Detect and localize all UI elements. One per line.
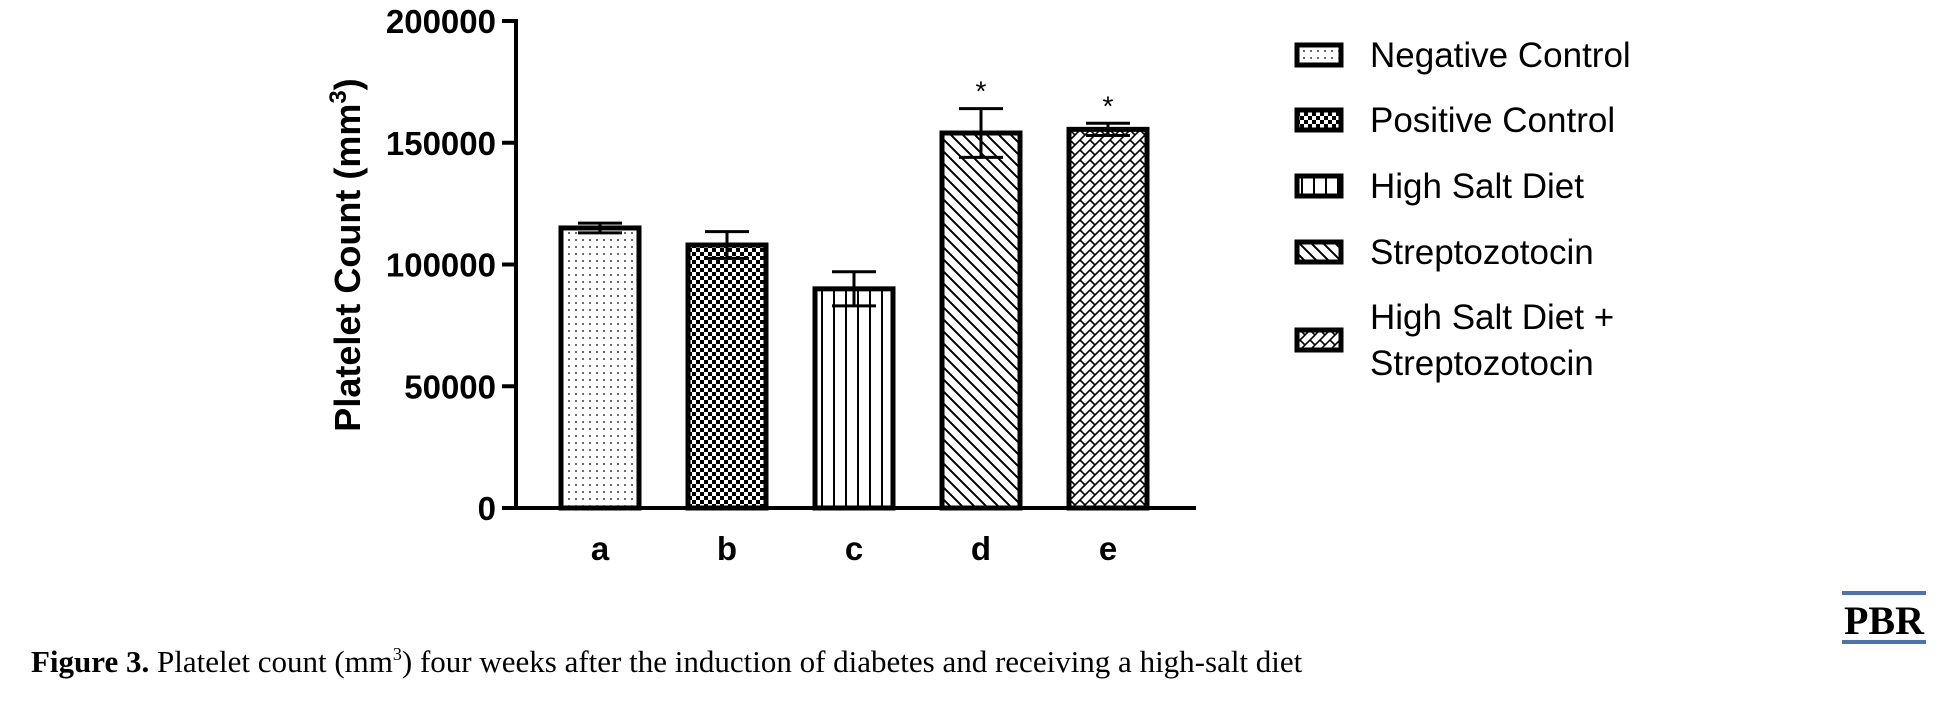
y-tick-label: 0 xyxy=(478,490,496,527)
legend-swatch xyxy=(1294,173,1344,199)
significance-marker-e: * xyxy=(1103,90,1114,121)
legend-swatch xyxy=(1294,42,1344,68)
x-tick-label-d: d xyxy=(971,530,991,567)
svg-text:PBR: PBR xyxy=(1844,598,1925,643)
legend: Negative Control Positive Control High Sal… xyxy=(1294,36,1631,383)
y-tick-label: 100000 xyxy=(386,247,496,284)
bars: * * xyxy=(558,76,1150,511)
legend-item: Positive Control xyxy=(1294,101,1615,140)
legend-label: Positive Control xyxy=(1370,101,1615,140)
legend-label: Streptozotocin xyxy=(1370,233,1594,272)
legend-item: High Salt Diet + Streptozotocin xyxy=(1294,298,1614,383)
legend-item: Streptozotocin xyxy=(1294,233,1594,272)
legend-item: Negative Control xyxy=(1294,36,1631,75)
legend-label: High Salt Diet xyxy=(1370,167,1584,206)
bar-d xyxy=(939,130,1023,511)
legend-item: High Salt Diet xyxy=(1294,167,1584,206)
y-tick-label: 200000 xyxy=(386,3,496,40)
bar-c xyxy=(812,286,896,511)
bar-a xyxy=(558,225,642,511)
y-tick-label: 50000 xyxy=(404,368,496,405)
caption-label: Figure 3. xyxy=(31,644,149,679)
x-tick-label-b: b xyxy=(717,530,737,567)
legend-label: Streptozotocin xyxy=(1370,344,1594,383)
legend-label: Negative Control xyxy=(1370,36,1631,75)
legend-swatch xyxy=(1294,327,1344,353)
figure-caption: Figure 3. Platelet count (mm3) four week… xyxy=(31,644,1303,679)
bar-b xyxy=(685,242,769,511)
legend-swatch xyxy=(1294,107,1344,133)
y-axis-title: Platelet Count (mm3) xyxy=(325,78,368,431)
y-tick-label: 150000 xyxy=(386,125,496,162)
legend-swatch xyxy=(1294,239,1344,265)
x-tick-label-c: c xyxy=(845,530,863,567)
significance-marker-d: * xyxy=(976,76,987,107)
pbr-logo: PBR xyxy=(1842,591,1926,644)
y-axis-ticks: 0 50000 100000 150000 200000 xyxy=(386,3,516,527)
bar-e xyxy=(1066,126,1150,511)
legend-label: High Salt Diet + xyxy=(1370,298,1614,337)
x-tick-label-a: a xyxy=(591,530,610,567)
x-tick-label-e: e xyxy=(1099,530,1117,567)
x-axis-ticks: a b c d e xyxy=(591,530,1117,567)
